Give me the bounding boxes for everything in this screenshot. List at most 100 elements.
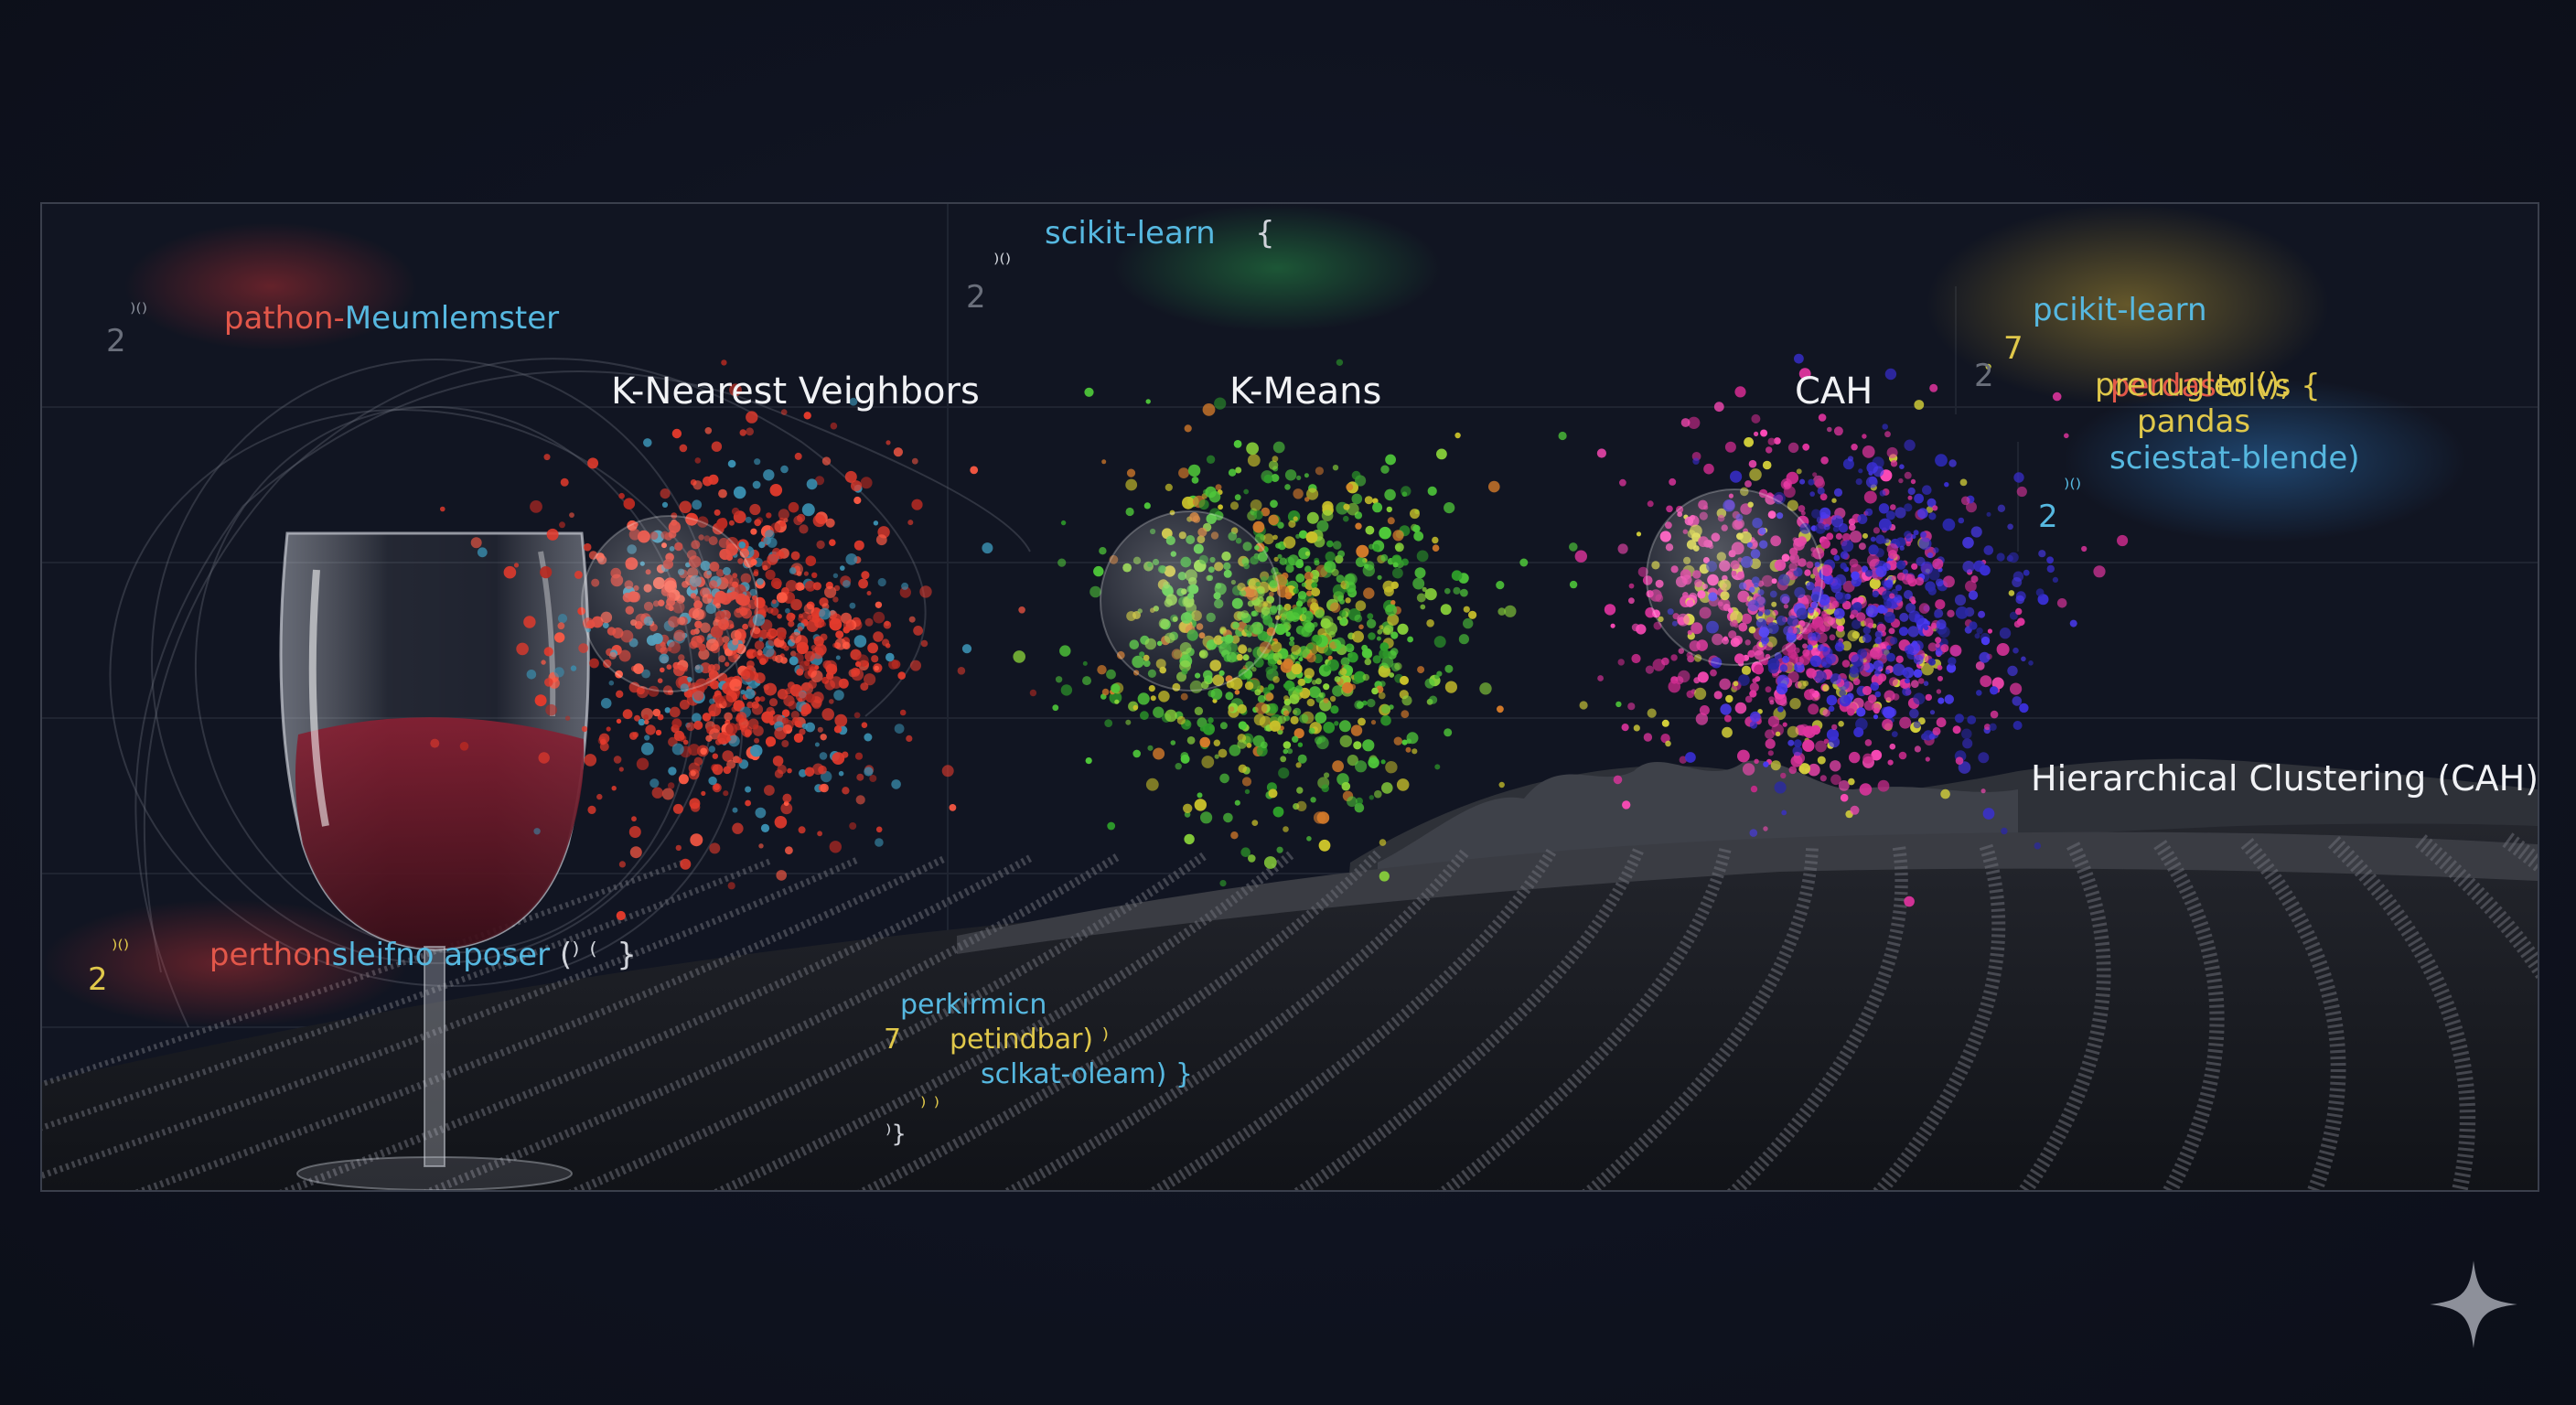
scatter-point — [838, 770, 844, 777]
scatter-point — [712, 764, 724, 776]
scatter-point — [754, 458, 761, 466]
scatter-point — [774, 816, 788, 829]
scatter-point — [543, 647, 553, 657]
scatter-point — [1878, 673, 1887, 682]
scatter-point — [1210, 688, 1223, 701]
scatter-point — [849, 602, 856, 609]
scatter-point — [1329, 695, 1336, 702]
scatter-point — [1451, 570, 1463, 581]
scatter-point — [1913, 654, 1924, 665]
scatter-point — [1284, 484, 1291, 490]
scatter-point — [1385, 604, 1398, 617]
scatter-point — [543, 454, 551, 461]
scatter-point — [1889, 593, 1895, 599]
scatter-point — [570, 665, 577, 671]
scatter-point — [1787, 442, 1799, 454]
scatter-point — [1820, 564, 1833, 576]
scatter-point — [1757, 709, 1763, 714]
scatter-point — [1274, 623, 1286, 636]
scatter-point — [1852, 619, 1862, 629]
scatter-point — [1101, 459, 1107, 465]
scatter-point — [1905, 574, 1916, 584]
scatter-point — [1280, 660, 1293, 673]
scatter-point — [713, 783, 720, 791]
scatter-point — [1982, 808, 1995, 820]
scatter-point — [1367, 698, 1376, 708]
scatter-point — [829, 699, 834, 704]
scatter-point — [1370, 720, 1377, 725]
scatter-point — [1886, 446, 1898, 458]
scatter-point — [728, 520, 735, 526]
scatter-point — [1233, 440, 1242, 448]
scatter-point — [776, 551, 785, 560]
scatter-point — [1822, 613, 1831, 622]
scatter-point — [1407, 636, 1413, 643]
scatter-point — [1254, 533, 1265, 543]
vine-rows — [42, 832, 2538, 1190]
scatter-point — [810, 670, 823, 682]
scatter-point — [1057, 558, 1067, 567]
scatter-point — [864, 767, 874, 777]
scatter-point — [1498, 781, 1505, 788]
scatter-point — [1346, 483, 1354, 491]
scatter-point — [1353, 741, 1362, 750]
scatter-point — [1187, 464, 1201, 477]
scatter-point — [1390, 631, 1399, 639]
scatter-point — [1749, 682, 1759, 692]
scatter-point — [1304, 565, 1312, 573]
scatter-point — [1949, 644, 1962, 657]
scatter-point — [790, 551, 800, 561]
scatter-point — [1863, 617, 1873, 627]
cah-caption: Hierarchical Clustering (CAH) — [2031, 758, 2539, 799]
scatter-point — [682, 739, 689, 745]
scatter-point — [1376, 636, 1381, 641]
scatter-point — [855, 661, 862, 668]
scatter-point — [1902, 687, 1912, 696]
scatter-point — [949, 804, 957, 811]
scatter-point — [1306, 488, 1319, 500]
scatter-point — [1251, 820, 1259, 826]
scatter-point — [1324, 772, 1330, 778]
scatter-point — [1361, 648, 1372, 659]
scatter-point — [1251, 667, 1257, 672]
vineyard-rows-illustration — [42, 758, 2538, 1190]
scatter-point — [1851, 571, 1860, 581]
scatter-point — [613, 756, 622, 764]
scatter-point — [906, 735, 913, 743]
scatter-point — [574, 570, 583, 579]
scatter-point — [1165, 483, 1173, 491]
scatter-point — [1833, 607, 1845, 619]
scatter-point — [1928, 658, 1936, 666]
scatter-point — [660, 488, 671, 499]
scatter-point — [1434, 674, 1440, 680]
scatter-point — [1976, 627, 1983, 635]
scatter-point — [732, 807, 738, 813]
scatter-point — [760, 823, 770, 833]
scatter-point — [1244, 681, 1254, 691]
knn-title: K-Nearest Veighbors — [611, 370, 980, 413]
scatter-point — [1830, 548, 1838, 555]
scatter-point — [799, 728, 806, 735]
scatter-point — [1935, 642, 1940, 648]
scatter-point — [785, 607, 790, 614]
scatter-point — [1811, 509, 1821, 519]
scatter-point — [2019, 702, 2029, 713]
scatter-point — [788, 620, 795, 627]
scatter-point — [1920, 531, 1927, 538]
scatter-point — [1277, 715, 1287, 724]
code-snippet-bottom-5: ⁾} — [886, 1121, 907, 1148]
scatter-point — [1722, 726, 1733, 738]
scatter-point — [755, 807, 767, 819]
scatter-point — [1958, 761, 1971, 774]
scatter-point — [1463, 606, 1470, 613]
scatter-point — [618, 861, 627, 868]
scatter-point — [739, 429, 746, 436]
scatter-point — [1665, 740, 1671, 747]
scatter-point — [1766, 446, 1773, 454]
scatter-point — [587, 457, 599, 469]
scatter-point — [795, 691, 808, 702]
scatter-point — [799, 660, 810, 671]
scatter-point — [1198, 499, 1209, 510]
scatter-point — [1822, 709, 1830, 717]
scatter-point — [1341, 781, 1351, 791]
